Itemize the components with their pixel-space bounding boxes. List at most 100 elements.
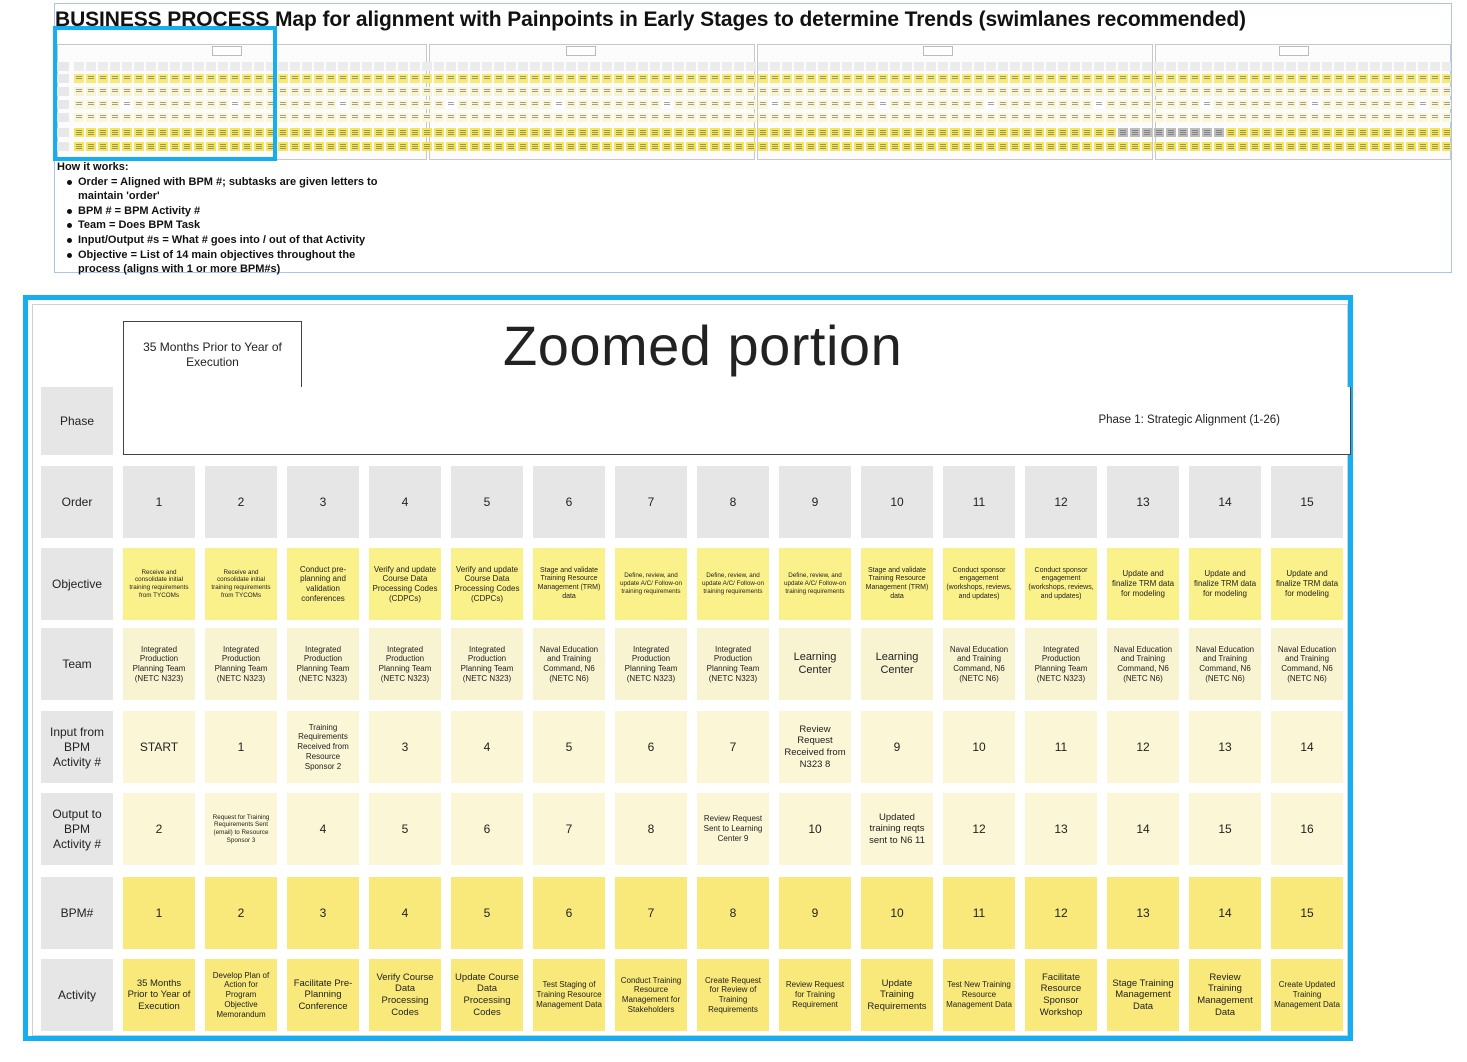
input-sticky[interactable]: Training Requirements Received from Reso… [287, 711, 359, 783]
order-sticky[interactable]: 6 [533, 466, 605, 538]
team-sticky[interactable]: Integrated Production Planning Team (NET… [287, 628, 359, 700]
output-sticky[interactable]: 12 [943, 793, 1015, 865]
objective-sticky[interactable]: Update and finalize TRM data for modelin… [1189, 548, 1261, 620]
objective-sticky[interactable]: Stage and validate Training Resource Man… [533, 548, 605, 620]
bpm-sticky[interactable]: 12 [1025, 877, 1097, 949]
order-sticky[interactable]: 2 [205, 466, 277, 538]
bpm-sticky[interactable]: 11 [943, 877, 1015, 949]
objective-sticky[interactable]: Update and finalize TRM data for modelin… [1271, 548, 1343, 620]
order-sticky[interactable]: 14 [1189, 466, 1261, 538]
objective-sticky[interactable]: Define, review, and update A/C/ Follow-o… [615, 548, 687, 620]
output-sticky[interactable]: 13 [1025, 793, 1097, 865]
overview-frame[interactable]: BUSINESS PROCESS Map for alignment with … [54, 3, 1452, 275]
output-sticky[interactable]: Review Request Sent to Learning Center 9 [697, 793, 769, 865]
team-sticky[interactable]: Integrated Production Planning Team (NET… [697, 628, 769, 700]
timeframe-header[interactable]: 35 Months Prior to Year of Execution [123, 321, 302, 388]
bpm-sticky[interactable]: 3 [287, 877, 359, 949]
output-sticky[interactable]: 2 [123, 793, 195, 865]
objective-sticky[interactable]: Verify and update Course Data Processing… [451, 548, 523, 620]
output-sticky[interactable]: 10 [779, 793, 851, 865]
order-sticky[interactable]: 12 [1025, 466, 1097, 538]
input-sticky[interactable]: 6 [615, 711, 687, 783]
input-sticky[interactable]: 13 [1189, 711, 1261, 783]
activity-sticky[interactable]: Create Updated Training Management Data [1271, 959, 1343, 1031]
team-sticky[interactable]: Naval Education and Training Command, N6… [1189, 628, 1261, 700]
team-sticky[interactable]: Learning Center [779, 628, 851, 700]
bpm-sticky[interactable]: 8 [697, 877, 769, 949]
team-sticky[interactable]: Naval Education and Training Command, N6… [1107, 628, 1179, 700]
objective-sticky[interactable]: Update and finalize TRM data for modelin… [1107, 548, 1179, 620]
output-sticky[interactable]: 14 [1107, 793, 1179, 865]
input-sticky[interactable]: 12 [1107, 711, 1179, 783]
input-sticky[interactable]: 5 [533, 711, 605, 783]
objective-sticky[interactable]: Define, review, and update A/C/ Follow-o… [697, 548, 769, 620]
bpm-sticky[interactable]: 14 [1189, 877, 1261, 949]
input-sticky[interactable]: 14 [1271, 711, 1343, 783]
activity-sticky[interactable]: Review Request for Training Requirement [779, 959, 851, 1031]
bpm-sticky[interactable]: 1 [123, 877, 195, 949]
bpm-sticky[interactable]: 7 [615, 877, 687, 949]
input-sticky[interactable]: Review Request Received from N323 8 [779, 711, 851, 783]
team-sticky[interactable]: Naval Education and Training Command, N6… [533, 628, 605, 700]
input-sticky[interactable]: 10 [943, 711, 1015, 783]
input-sticky[interactable]: 1 [205, 711, 277, 783]
order-sticky[interactable]: 1 [123, 466, 195, 538]
team-sticky[interactable]: Integrated Production Planning Team (NET… [1025, 628, 1097, 700]
activity-sticky[interactable]: Update Training Requirements [861, 959, 933, 1031]
activity-sticky[interactable]: Test Staging of Training Resource Manage… [533, 959, 605, 1031]
bpm-sticky[interactable]: 15 [1271, 877, 1343, 949]
order-sticky[interactable]: 4 [369, 466, 441, 538]
activity-sticky[interactable]: Stage Training Management Data [1107, 959, 1179, 1031]
order-sticky[interactable]: 11 [943, 466, 1015, 538]
order-sticky[interactable]: 15 [1271, 466, 1343, 538]
output-sticky[interactable]: Request for Training Requirements Sent (… [205, 793, 277, 865]
activity-sticky[interactable]: Facilitate Pre-Planning Conference [287, 959, 359, 1031]
activity-sticky[interactable]: 35 Months Prior to Year of Execution [123, 959, 195, 1031]
objective-sticky[interactable]: Stage and validate Training Resource Man… [861, 548, 933, 620]
output-sticky[interactable]: 16 [1271, 793, 1343, 865]
input-sticky[interactable]: 4 [451, 711, 523, 783]
bpm-sticky[interactable]: 10 [861, 877, 933, 949]
team-sticky[interactable]: Integrated Production Planning Team (NET… [451, 628, 523, 700]
activity-sticky[interactable]: Develop Plan of Action for Program Objec… [205, 959, 277, 1031]
input-sticky[interactable]: 7 [697, 711, 769, 783]
objective-sticky[interactable]: Conduct sponsor engagement (workshops, r… [1025, 548, 1097, 620]
activity-sticky[interactable]: Test New Training Resource Management Da… [943, 959, 1015, 1031]
team-sticky[interactable]: Learning Center [861, 628, 933, 700]
input-sticky[interactable]: 9 [861, 711, 933, 783]
bpm-sticky[interactable]: 5 [451, 877, 523, 949]
team-sticky[interactable]: Integrated Production Planning Team (NET… [123, 628, 195, 700]
team-sticky[interactable]: Integrated Production Planning Team (NET… [205, 628, 277, 700]
objective-sticky[interactable]: Define, review, and update A/C/ Follow-o… [779, 548, 851, 620]
bpm-sticky[interactable]: 13 [1107, 877, 1179, 949]
order-sticky[interactable]: 10 [861, 466, 933, 538]
input-sticky[interactable]: 11 [1025, 711, 1097, 783]
output-sticky[interactable]: 6 [451, 793, 523, 865]
output-sticky[interactable]: Updated training reqts sent to N6 11 [861, 793, 933, 865]
team-sticky[interactable]: Integrated Production Planning Team (NET… [369, 628, 441, 700]
activity-sticky[interactable]: Facilitate Resource Sponsor Workshop [1025, 959, 1097, 1031]
order-sticky[interactable]: 7 [615, 466, 687, 538]
output-sticky[interactable]: 7 [533, 793, 605, 865]
objective-sticky[interactable]: Conduct sponsor engagement (workshops, r… [943, 548, 1015, 620]
objective-sticky[interactable]: Conduct pre-planning and validation conf… [287, 548, 359, 620]
input-sticky[interactable]: START [123, 711, 195, 783]
objective-sticky[interactable]: Receive and consolidate initial training… [123, 548, 195, 620]
zoomed-portion-panel[interactable]: Zoomed portion 35 Months Prior to Year o… [23, 295, 1353, 1041]
order-sticky[interactable]: 5 [451, 466, 523, 538]
phase-banner[interactable]: Phase 1: Strategic Alignment (1-26) [123, 387, 1351, 455]
activity-sticky[interactable]: Create Request for Review of Training Re… [697, 959, 769, 1031]
team-sticky[interactable]: Integrated Production Planning Team (NET… [615, 628, 687, 700]
order-sticky[interactable]: 3 [287, 466, 359, 538]
order-sticky[interactable]: 9 [779, 466, 851, 538]
activity-sticky[interactable]: Conduct Training Resource Management for… [615, 959, 687, 1031]
order-sticky[interactable]: 13 [1107, 466, 1179, 538]
activity-sticky[interactable]: Update Course Data Processing Codes [451, 959, 523, 1031]
bpm-sticky[interactable]: 4 [369, 877, 441, 949]
output-sticky[interactable]: 8 [615, 793, 687, 865]
bpm-sticky[interactable]: 6 [533, 877, 605, 949]
objective-sticky[interactable]: Verify and update Course Data Processing… [369, 548, 441, 620]
team-sticky[interactable]: Naval Education and Training Command, N6… [1271, 628, 1343, 700]
input-sticky[interactable]: 3 [369, 711, 441, 783]
